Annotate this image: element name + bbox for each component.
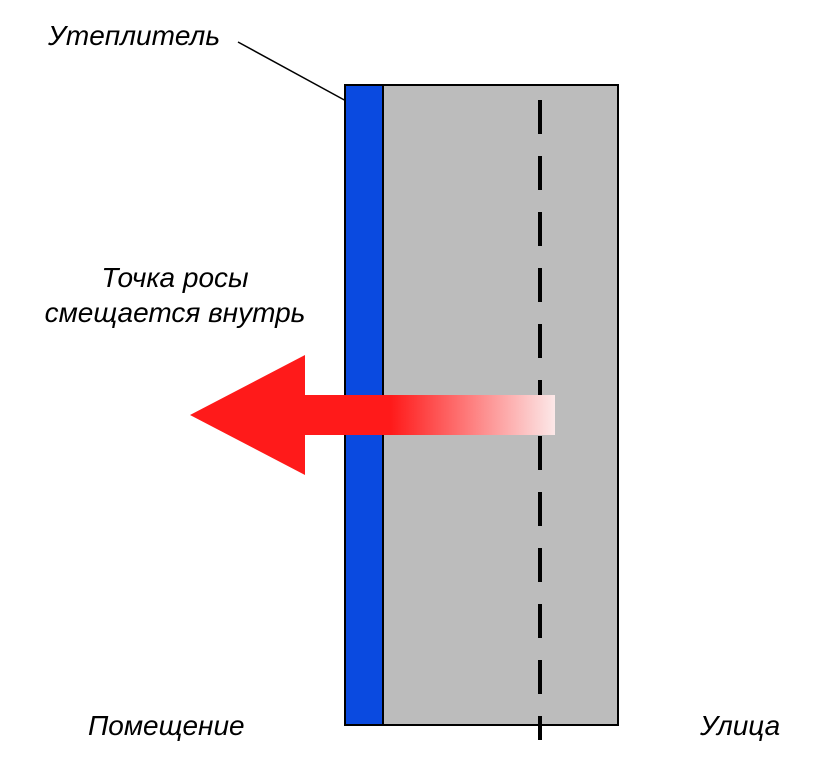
exterior-label: Улица <box>700 710 780 742</box>
dew-point-shift-arrow <box>0 0 830 766</box>
interior-label: Помещение <box>88 710 245 742</box>
wall-insulation-diagram: Утеплитель Точка росы смещается внутрь П… <box>0 0 830 766</box>
